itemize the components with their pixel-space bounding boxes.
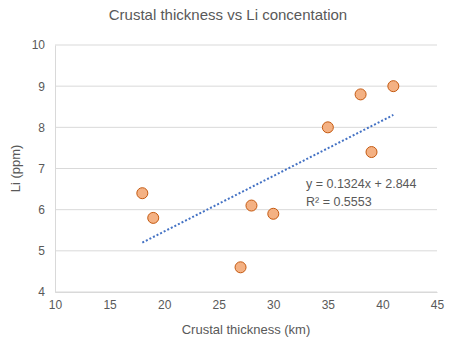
x-tick: 30 bbox=[267, 292, 281, 312]
grid-line bbox=[55, 168, 437, 169]
scatter-point bbox=[235, 262, 246, 273]
y-tick: 9 bbox=[38, 80, 55, 94]
x-tick: 20 bbox=[158, 292, 172, 312]
scatter-point bbox=[137, 188, 148, 199]
y-tick: 8 bbox=[38, 121, 55, 135]
y-tick: 7 bbox=[38, 162, 55, 176]
y-tick-label: 10 bbox=[32, 38, 46, 52]
x-tick-label: 10 bbox=[49, 298, 63, 312]
chart-title: Crustal thickness vs Li concentation bbox=[109, 6, 347, 23]
x-tick-label: 35 bbox=[322, 298, 336, 312]
grid-line bbox=[55, 127, 437, 128]
x-tick-label: 45 bbox=[431, 298, 445, 312]
grid-line bbox=[55, 209, 437, 210]
y-axis-title: Li (ppm) bbox=[8, 145, 23, 193]
scatter-point bbox=[148, 212, 159, 223]
grid-line bbox=[55, 292, 437, 293]
scatter-point bbox=[366, 147, 377, 158]
y-tick-label: 4 bbox=[38, 285, 45, 299]
y-tick: 4 bbox=[38, 285, 55, 299]
x-tick: 25 bbox=[213, 292, 227, 312]
scatter-point bbox=[355, 89, 366, 100]
y-tick: 10 bbox=[32, 38, 55, 52]
y-tick-label: 9 bbox=[38, 80, 45, 94]
annotation: R² = 0.5553 bbox=[306, 195, 372, 209]
annotation: y = 0.1324x + 2.844 bbox=[306, 177, 417, 191]
x-axis-line bbox=[56, 292, 438, 293]
scatter-point bbox=[322, 122, 333, 133]
y-tick-label: 8 bbox=[38, 121, 45, 135]
grid bbox=[55, 45, 437, 292]
x-axis: 10 15 20 25 30 35 40 45 bbox=[49, 292, 445, 312]
x-tick: 10 bbox=[49, 292, 63, 312]
y-tick-label: 5 bbox=[38, 244, 45, 258]
y-tick-label: 7 bbox=[38, 162, 45, 176]
scatter-point bbox=[268, 208, 279, 219]
grid-line bbox=[55, 45, 437, 46]
y-tick: 6 bbox=[38, 203, 55, 217]
x-tick: 40 bbox=[376, 292, 390, 312]
x-tick-label: 40 bbox=[376, 298, 390, 312]
y-axis-line bbox=[55, 46, 56, 293]
x-tick-label: 30 bbox=[267, 298, 281, 312]
x-tick: 15 bbox=[103, 292, 117, 312]
y-tick-label: 6 bbox=[38, 203, 45, 217]
x-tick-label: 25 bbox=[213, 298, 227, 312]
x-tick-label: 15 bbox=[103, 298, 117, 312]
chart: Crustal thickness vs Li concentation 10 15… bbox=[0, 0, 456, 344]
grid-line bbox=[55, 86, 437, 87]
grid-line bbox=[55, 250, 437, 251]
x-axis-title: Crustal thickness (km) bbox=[182, 322, 311, 337]
x-tick-label: 20 bbox=[158, 298, 172, 312]
x-tick: 35 bbox=[322, 292, 336, 312]
y-tick: 5 bbox=[38, 244, 55, 258]
x-tick: 45 bbox=[431, 292, 445, 312]
scatter-point bbox=[388, 81, 399, 92]
y-axis: 4 5 6 7 8 9 10 bbox=[32, 38, 56, 299]
scatter-point bbox=[246, 200, 257, 211]
